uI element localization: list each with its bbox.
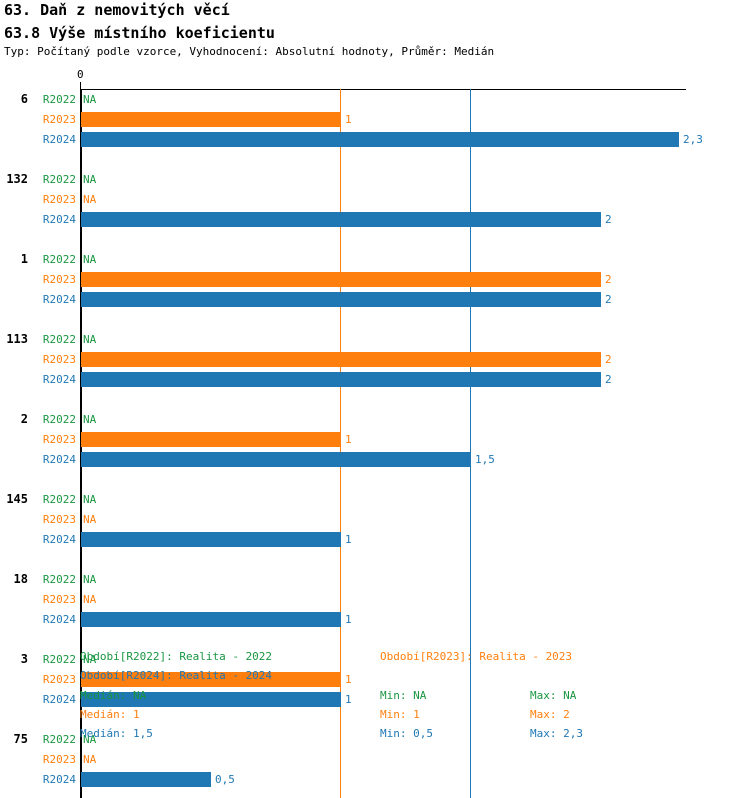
bar-na-label: NA bbox=[83, 413, 97, 426]
page-title: 63. Daň z nemovitých věcí bbox=[4, 1, 230, 19]
series-row-label-r2024: R2024 bbox=[42, 133, 76, 146]
x-axis-tick-label-0: 0 bbox=[77, 68, 84, 81]
series-row-label-r2023: R2023 bbox=[42, 673, 76, 686]
bar-na-label: NA bbox=[83, 253, 97, 266]
bar-value-label: 1,5 bbox=[475, 453, 495, 466]
legend-stat-max-1: Max: 2 bbox=[530, 708, 570, 721]
bar-value-label: 1 bbox=[345, 613, 352, 626]
bar-r2023[interactable] bbox=[81, 272, 601, 287]
bar-value-label: 1 bbox=[345, 433, 352, 446]
group-label: 132 bbox=[6, 172, 28, 186]
series-row-label-r2023: R2023 bbox=[42, 593, 76, 606]
series-row-label-r2023: R2023 bbox=[42, 113, 76, 126]
bar-r2024[interactable] bbox=[81, 692, 341, 707]
group-label: 6 bbox=[20, 92, 28, 106]
series-row-label-r2022: R2022 bbox=[42, 493, 76, 506]
bar-na-label: NA bbox=[83, 173, 97, 186]
legend-stat-min-0: Min: NA bbox=[380, 689, 427, 702]
bar-r2023[interactable] bbox=[81, 112, 341, 127]
bar-na-label: NA bbox=[83, 93, 97, 106]
series-row-label-r2022: R2022 bbox=[42, 413, 76, 426]
series-row-label-r2024: R2024 bbox=[42, 453, 76, 466]
bar-r2024[interactable] bbox=[81, 372, 601, 387]
series-row-label-r2022: R2022 bbox=[42, 333, 76, 346]
series-row-label-r2022: R2022 bbox=[42, 653, 76, 666]
chart-legend: Období[R2022]: Realita - 2022 Období[R202… bbox=[0, 640, 750, 752]
group-label: 113 bbox=[6, 332, 28, 346]
bar-r2024[interactable] bbox=[81, 452, 471, 467]
bar-r2023[interactable] bbox=[81, 352, 601, 367]
group-label: 145 bbox=[6, 492, 28, 506]
page-meta: Typ: Počítaný podle vzorce, Vyhodnocení:… bbox=[4, 45, 495, 58]
bar-value-label: 2 bbox=[605, 353, 612, 366]
bar-na-label: NA bbox=[83, 493, 97, 506]
bar-value-label: 2 bbox=[605, 293, 612, 306]
series-row-label-r2024: R2024 bbox=[42, 693, 76, 706]
bar-r2024[interactable] bbox=[81, 532, 341, 547]
bar-value-label: 2 bbox=[605, 213, 612, 226]
group-label: 18 bbox=[13, 572, 28, 586]
group-label: 1 bbox=[20, 252, 28, 266]
bar-r2023[interactable] bbox=[81, 432, 341, 447]
median-line-r2024 bbox=[470, 89, 471, 798]
bar-na-label: NA bbox=[83, 193, 97, 206]
bar-value-label: 1 bbox=[345, 673, 352, 686]
group-label: 75 bbox=[13, 732, 28, 746]
legend-entry-0[interactable]: Období[R2022]: Realita - 2022 bbox=[80, 650, 273, 663]
series-row-label-r2022: R2022 bbox=[42, 573, 76, 586]
bar-na-label: NA bbox=[83, 733, 97, 746]
bar-value-label: 1 bbox=[345, 533, 352, 546]
legend-stat-min-2: Min: 0,5 bbox=[380, 727, 433, 740]
series-row-label-r2022: R2022 bbox=[42, 733, 76, 746]
legend-entry-1[interactable]: Období[R2023]: Realita - 2023 bbox=[380, 650, 573, 663]
legend-entry-2[interactable]: Období[R2024]: Realita - 2024 bbox=[80, 669, 273, 682]
series-row-label-r2023: R2023 bbox=[42, 513, 76, 526]
legend-stat-median-0: Medián: NA bbox=[80, 689, 147, 702]
group-label: 2 bbox=[20, 412, 28, 426]
series-row-label-r2022: R2022 bbox=[42, 93, 76, 106]
bar-na-label: NA bbox=[83, 593, 97, 606]
series-row-label-r2023: R2023 bbox=[42, 753, 76, 766]
series-row-label-r2024: R2024 bbox=[42, 373, 76, 386]
bar-value-label: 2,3 bbox=[683, 133, 703, 146]
bar-value-label: 0,5 bbox=[215, 773, 235, 786]
x-axis-tick-0 bbox=[80, 82, 81, 89]
legend-stat-median-1: Medián: 1 bbox=[80, 708, 140, 721]
legend-stat-min-1: Min: 1 bbox=[380, 708, 420, 721]
x-axis-line bbox=[80, 89, 686, 90]
bar-value-label: 2 bbox=[605, 273, 612, 286]
chart-plot-area: 0 6 R2022 NA R2023 1 R2024 2,3 132 R2022 NA R2023 NA… bbox=[6, 68, 703, 798]
series-row-label-r2024: R2024 bbox=[42, 773, 76, 786]
series-row-label-r2024: R2024 bbox=[42, 213, 76, 226]
bar-r2024[interactable] bbox=[81, 612, 341, 627]
bar-value-label: 1 bbox=[345, 693, 352, 706]
bar-r2023[interactable] bbox=[81, 672, 341, 687]
series-row-label-r2023: R2023 bbox=[42, 193, 76, 206]
series-row-label-r2024: R2024 bbox=[42, 533, 76, 546]
series-row-label-r2022: R2022 bbox=[42, 173, 76, 186]
legend-stat-max-0: Max: NA bbox=[530, 689, 577, 702]
bar-na-label: NA bbox=[83, 753, 97, 766]
bar-value-label: 2 bbox=[605, 373, 612, 386]
bar-value-label: 1 bbox=[345, 113, 352, 126]
series-row-label-r2022: R2022 bbox=[42, 253, 76, 266]
series-row-label-r2024: R2024 bbox=[42, 613, 76, 626]
bar-na-label: NA bbox=[83, 653, 97, 666]
bar-na-label: NA bbox=[83, 333, 97, 346]
page-subtitle: 63.8 Výše místního koeficientu bbox=[4, 24, 275, 42]
legend-stat-median-2: Medián: 1,5 bbox=[80, 727, 153, 740]
bar-r2024[interactable] bbox=[81, 292, 601, 307]
bar-na-label: NA bbox=[83, 573, 97, 586]
bar-r2024[interactable] bbox=[81, 772, 211, 787]
legend-stat-max-2: Max: 2,3 bbox=[530, 727, 583, 740]
bar-r2024[interactable] bbox=[81, 212, 601, 227]
series-row-label-r2023: R2023 bbox=[42, 353, 76, 366]
bar-r2024[interactable] bbox=[81, 132, 679, 147]
bar-na-label: NA bbox=[83, 513, 97, 526]
group-label: 3 bbox=[20, 652, 28, 666]
series-row-label-r2024: R2024 bbox=[42, 293, 76, 306]
series-row-label-r2023: R2023 bbox=[42, 433, 76, 446]
series-row-label-r2023: R2023 bbox=[42, 273, 76, 286]
